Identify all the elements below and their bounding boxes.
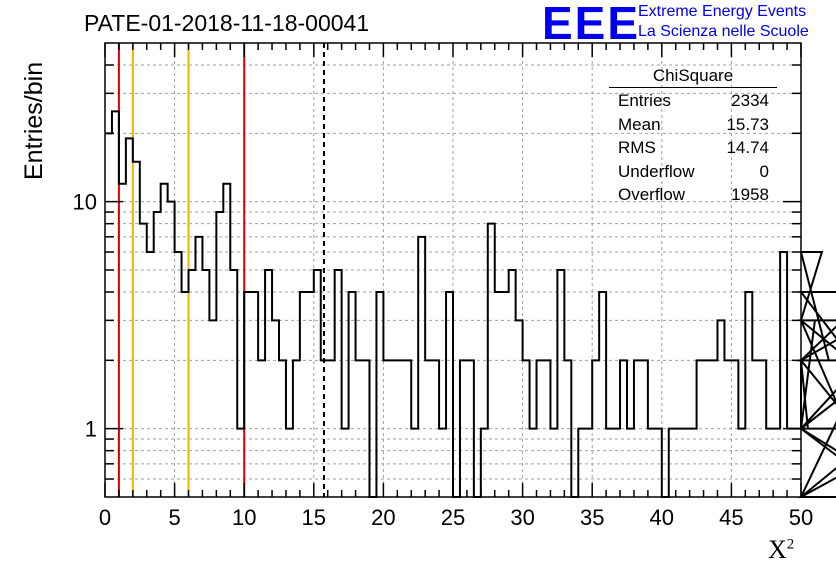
x-tick-label: 35 (580, 505, 604, 530)
stats-label: Mean (618, 114, 661, 134)
y-tick-label: 10 (73, 190, 97, 215)
stats-label: Entries (618, 91, 671, 110)
stats-value: 1958 (731, 185, 769, 204)
axis-tick-labels: 0 5 10 15 20 25 30 35 40 45 50 1 10 (73, 190, 814, 530)
stats-row-rms: RMS 14.74 (609, 136, 777, 160)
stats-box: ChiSquare Entries 2334 Mean 15.73 RMS 14.74… (609, 66, 777, 207)
x-tick-label: 50 (789, 505, 813, 530)
x-tick-label: 25 (441, 505, 465, 530)
x-tick-label: 20 (371, 505, 395, 530)
stats-label: Underflow (618, 161, 695, 181)
stats-value: 14.74 (726, 138, 769, 157)
stats-row-overflow: Overflow 1958 (609, 183, 777, 207)
x-tick-label: 5 (168, 505, 180, 530)
stats-value: 0 (759, 161, 769, 181)
x-tick-label: 15 (302, 505, 326, 530)
x-axis-label-superscript: 2 (786, 536, 795, 553)
x-axis-label: X2 (768, 535, 794, 565)
stats-label: Overflow (618, 185, 686, 204)
stats-row-entries: Entries 2334 (609, 89, 777, 113)
stats-row-mean: Mean 15.73 (609, 113, 777, 137)
y-tick-label: 1 (85, 417, 97, 442)
x-tick-label: 0 (99, 505, 111, 530)
x-tick-label: 45 (719, 505, 743, 530)
stats-value: 15.73 (726, 114, 769, 134)
x-tick-label: 40 (650, 505, 674, 530)
stats-label: RMS (618, 138, 656, 157)
x-axis-label-base: X (768, 535, 787, 564)
eee-logo-line1: Extreme Energy Events (638, 3, 807, 20)
x-tick-label: 10 (232, 505, 256, 530)
y-axis-label: Entries/bin (20, 61, 48, 180)
chart-title: PATE-01-2018-11-18-00041 (84, 10, 370, 36)
eee-logo: EEE (542, 0, 641, 49)
stats-value: 2334 (731, 91, 769, 110)
stats-row-underflow: Underflow 0 (609, 160, 777, 184)
x-tick-label: 30 (510, 505, 534, 530)
stats-box-title: ChiSquare (609, 66, 777, 88)
eee-logo-line2: La Scienza nelle Scuole (638, 23, 809, 40)
axis-ticks (104, 43, 802, 497)
eee-logo-caption: Extreme Energy Events La Scienza nelle S… (638, 2, 809, 42)
